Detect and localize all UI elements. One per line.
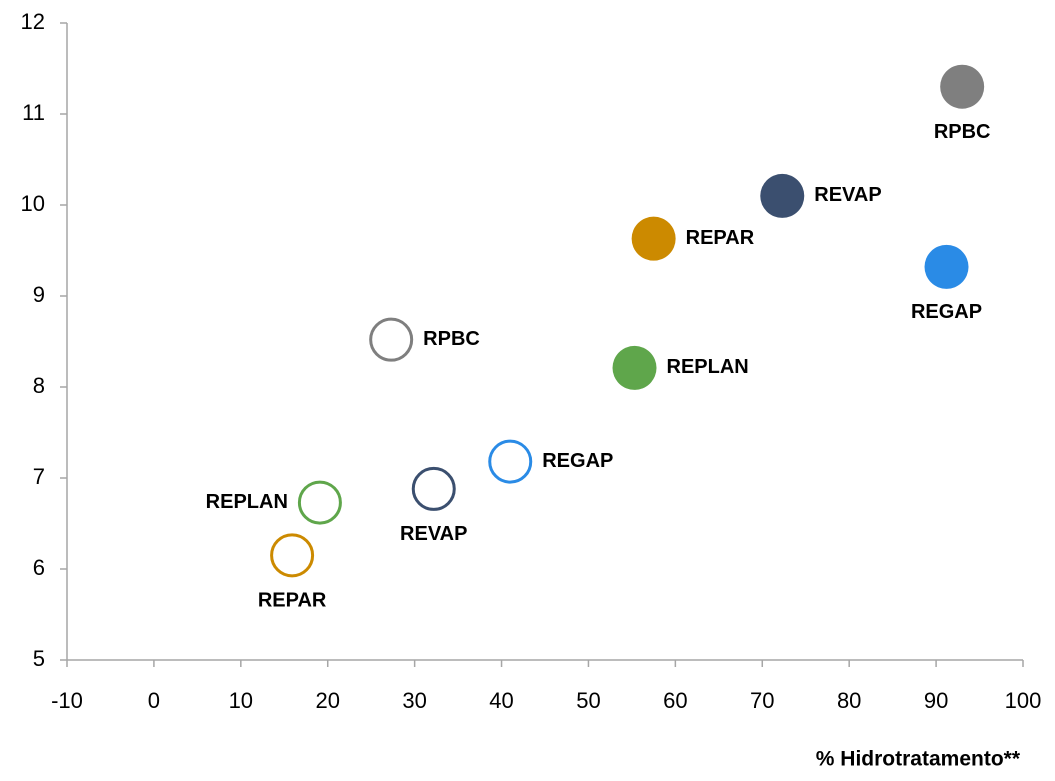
x-tick-label: 30	[402, 688, 426, 713]
point-label: REPLAN	[206, 491, 288, 513]
point	[924, 244, 969, 289]
x-axis-label: % Hidrotratamento**	[816, 748, 1021, 771]
point-label: RPBC	[423, 328, 480, 350]
x-tick-label: -10	[51, 688, 83, 713]
point	[940, 64, 985, 109]
point	[488, 439, 533, 484]
point-label: REPLAN	[667, 356, 749, 378]
y-tick-label: 10	[21, 191, 45, 216]
point	[612, 345, 657, 390]
point	[297, 480, 342, 525]
y-tick-label: 9	[33, 282, 45, 307]
x-tick-label: 70	[750, 688, 774, 713]
x-tick-label: 0	[148, 688, 160, 713]
point-label: RPBC	[934, 121, 991, 143]
point-label: REGAP	[911, 301, 982, 323]
point	[631, 216, 676, 261]
x-tick-label: 20	[315, 688, 339, 713]
x-tick-label: 100	[1005, 688, 1042, 713]
y-tick-label: 11	[22, 100, 45, 125]
point-label: REPAR	[258, 590, 327, 612]
point-label: REVAP	[814, 184, 881, 206]
point	[270, 533, 315, 578]
point-label: REGAP	[542, 450, 613, 472]
y-tick-label: 7	[33, 464, 45, 489]
point-label: REPAR	[686, 227, 755, 249]
x-tick-label: 10	[229, 688, 253, 713]
x-tick-label: 60	[663, 688, 687, 713]
y-tick-label: 12	[21, 9, 45, 34]
point	[411, 466, 456, 511]
point-label: REVAP	[400, 523, 467, 545]
y-tick-label: 6	[33, 555, 45, 580]
point	[760, 173, 805, 218]
x-tick-label: 80	[837, 688, 861, 713]
x-tick-label: 40	[489, 688, 513, 713]
y-tick-label: 5	[33, 646, 45, 671]
x-tick-label: 50	[576, 688, 600, 713]
y-tick-label: 8	[33, 373, 45, 398]
x-tick-label: 90	[924, 688, 948, 713]
point	[369, 317, 414, 362]
